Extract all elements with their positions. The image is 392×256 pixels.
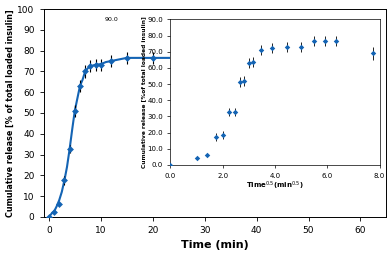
Y-axis label: Cumulative release [% of total loaded insulin]: Cumulative release [% of total loaded in… bbox=[5, 9, 15, 217]
X-axis label: Time (min): Time (min) bbox=[181, 240, 249, 250]
